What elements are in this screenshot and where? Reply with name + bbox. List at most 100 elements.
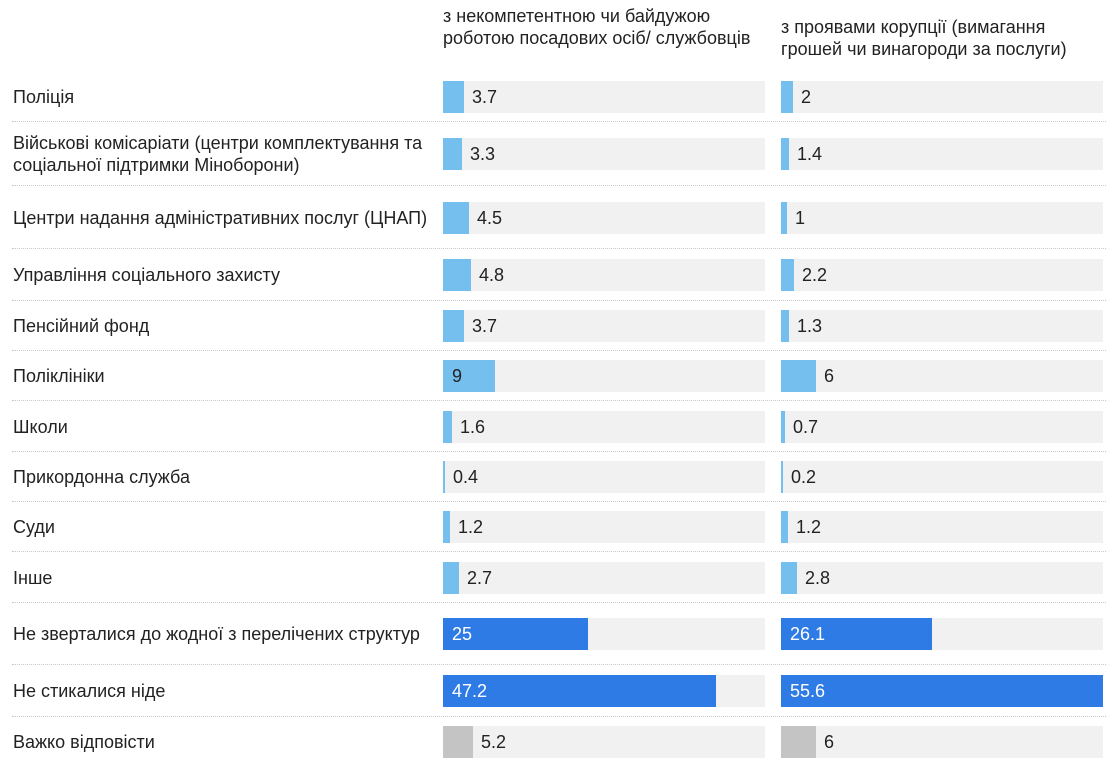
bar-corruption bbox=[781, 461, 783, 493]
bar-corruption bbox=[781, 259, 794, 291]
category-label: Поліція bbox=[13, 87, 75, 107]
bar-track: 6 bbox=[781, 360, 1103, 392]
data-label: 1.3 bbox=[797, 316, 823, 336]
category-label: Військові комісаріати (центри комплектув… bbox=[13, 133, 423, 175]
data-label: 4.8 bbox=[479, 265, 505, 285]
chart-row: Важко відповісти 5.2 6 bbox=[0, 717, 1112, 767]
data-label: 26.1 bbox=[790, 624, 826, 644]
bar-track: 2 bbox=[781, 81, 1103, 113]
bar-corruption bbox=[781, 360, 816, 392]
data-label: 0.4 bbox=[453, 467, 479, 487]
bar-incompetence bbox=[443, 562, 459, 594]
bar-track: 55.6 bbox=[781, 675, 1103, 707]
bar-track: 47.2 bbox=[443, 675, 765, 707]
category-label: Інше bbox=[13, 568, 53, 588]
row-divider bbox=[12, 185, 1106, 186]
data-label: 1.2 bbox=[796, 517, 822, 537]
row-divider bbox=[12, 716, 1106, 717]
data-label: 1.6 bbox=[460, 417, 486, 437]
bar-track: 1.2 bbox=[443, 511, 765, 543]
data-label: 9 bbox=[452, 366, 463, 386]
bar-incompetence bbox=[443, 461, 445, 493]
chart-row: Не зверталися до жодної з перелічених ст… bbox=[0, 603, 1112, 665]
bar-incompetence bbox=[443, 81, 464, 113]
data-label: 47.2 bbox=[452, 681, 488, 701]
data-label: 1.2 bbox=[458, 517, 484, 537]
category-label: Управління соціального захисту bbox=[13, 265, 280, 285]
bar-track: 1.3 bbox=[781, 310, 1103, 342]
chart-header: з некомпетентною чи байдужою роботою пос… bbox=[0, 0, 1112, 76]
bar-corruption bbox=[781, 618, 932, 650]
column-header-incompetence: з некомпетентною чи байдужою роботою пос… bbox=[443, 6, 751, 48]
row-divider bbox=[12, 400, 1106, 401]
data-label: 2.2 bbox=[802, 265, 828, 285]
chart-row: Пенсійний фонд 3.7 1.3 bbox=[0, 301, 1112, 351]
bar-incompetence bbox=[443, 411, 452, 443]
data-label: 0.7 bbox=[793, 417, 819, 437]
bar-corruption bbox=[781, 726, 816, 758]
bar-incompetence bbox=[443, 675, 716, 707]
row-divider bbox=[12, 501, 1106, 502]
bar-track: 4.8 bbox=[443, 259, 765, 291]
column-header-corruption: з проявами корупції (вимагання грошей чи… bbox=[781, 17, 1067, 59]
data-label: 5.2 bbox=[481, 732, 507, 752]
bar-incompetence bbox=[443, 310, 464, 342]
data-label: 2 bbox=[801, 87, 812, 107]
bar-incompetence bbox=[443, 138, 462, 170]
category-label: Не стикалися ніде bbox=[13, 681, 166, 701]
bar-track: 4.5 bbox=[443, 202, 765, 234]
bar-track: 3.7 bbox=[443, 310, 765, 342]
data-label: 1 bbox=[795, 208, 806, 228]
bar-corruption bbox=[781, 202, 787, 234]
row-divider bbox=[12, 451, 1106, 452]
bar-incompetence bbox=[443, 618, 588, 650]
bar-track: 1 bbox=[781, 202, 1103, 234]
row-divider bbox=[12, 350, 1106, 351]
bar-track: 26.1 bbox=[781, 618, 1103, 650]
bar-track: 2.8 bbox=[781, 562, 1103, 594]
row-divider bbox=[12, 248, 1106, 249]
data-label: 3.7 bbox=[472, 87, 498, 107]
data-label: 6 bbox=[824, 366, 835, 386]
data-label: 1.4 bbox=[797, 144, 823, 164]
chart-row: Поліклініки 9 6 bbox=[0, 351, 1112, 401]
category-label: Центри надання адміністративних послуг (… bbox=[13, 208, 428, 228]
row-divider bbox=[12, 551, 1106, 552]
bar-track: 1.4 bbox=[781, 138, 1103, 170]
chart-row: Інше 2.7 2.8 bbox=[0, 552, 1112, 603]
bar-track: 5.2 bbox=[443, 726, 765, 758]
bar-track: 6 bbox=[781, 726, 1103, 758]
bar-corruption bbox=[781, 310, 789, 342]
category-label: Суди bbox=[13, 517, 55, 537]
data-label: 55.6 bbox=[790, 681, 826, 701]
bar-track: 0.4 bbox=[443, 461, 765, 493]
bar-incompetence bbox=[443, 259, 471, 291]
category-label: Пенсійний фонд bbox=[13, 316, 150, 336]
category-label: Школи bbox=[13, 417, 68, 437]
bar-track: 9 bbox=[443, 360, 765, 392]
category-label: Прикордонна служба bbox=[13, 467, 190, 487]
data-label: 3.3 bbox=[470, 144, 496, 164]
bar-incompetence bbox=[443, 511, 450, 543]
data-label: 25 bbox=[452, 624, 473, 644]
bar-incompetence bbox=[443, 726, 473, 758]
chart-row: Не стикалися ніде 47.2 55.6 bbox=[0, 665, 1112, 717]
bar-track: 2.7 bbox=[443, 562, 765, 594]
row-divider bbox=[12, 300, 1106, 301]
category-label: Не зверталися до жодної з перелічених ст… bbox=[13, 624, 420, 644]
chart-row: Суди 1.2 1.2 bbox=[0, 502, 1112, 552]
bar-track: 1.2 bbox=[781, 511, 1103, 543]
data-label: 4.5 bbox=[477, 208, 503, 228]
data-label: 0.2 bbox=[791, 467, 817, 487]
bar-track: 0.2 bbox=[781, 461, 1103, 493]
bar-track: 3.3 bbox=[443, 138, 765, 170]
chart-row: Прикордонна служба 0.4 0.2 bbox=[0, 452, 1112, 502]
bar-corruption bbox=[781, 511, 788, 543]
chart-row: Центри надання адміністративних послуг (… bbox=[0, 186, 1112, 249]
bar-corruption bbox=[781, 675, 1103, 707]
category-label: Поліклініки bbox=[13, 366, 105, 386]
bar-corruption bbox=[781, 562, 797, 594]
bar-corruption bbox=[781, 411, 785, 443]
bar-corruption bbox=[781, 138, 789, 170]
bar-corruption bbox=[781, 81, 793, 113]
